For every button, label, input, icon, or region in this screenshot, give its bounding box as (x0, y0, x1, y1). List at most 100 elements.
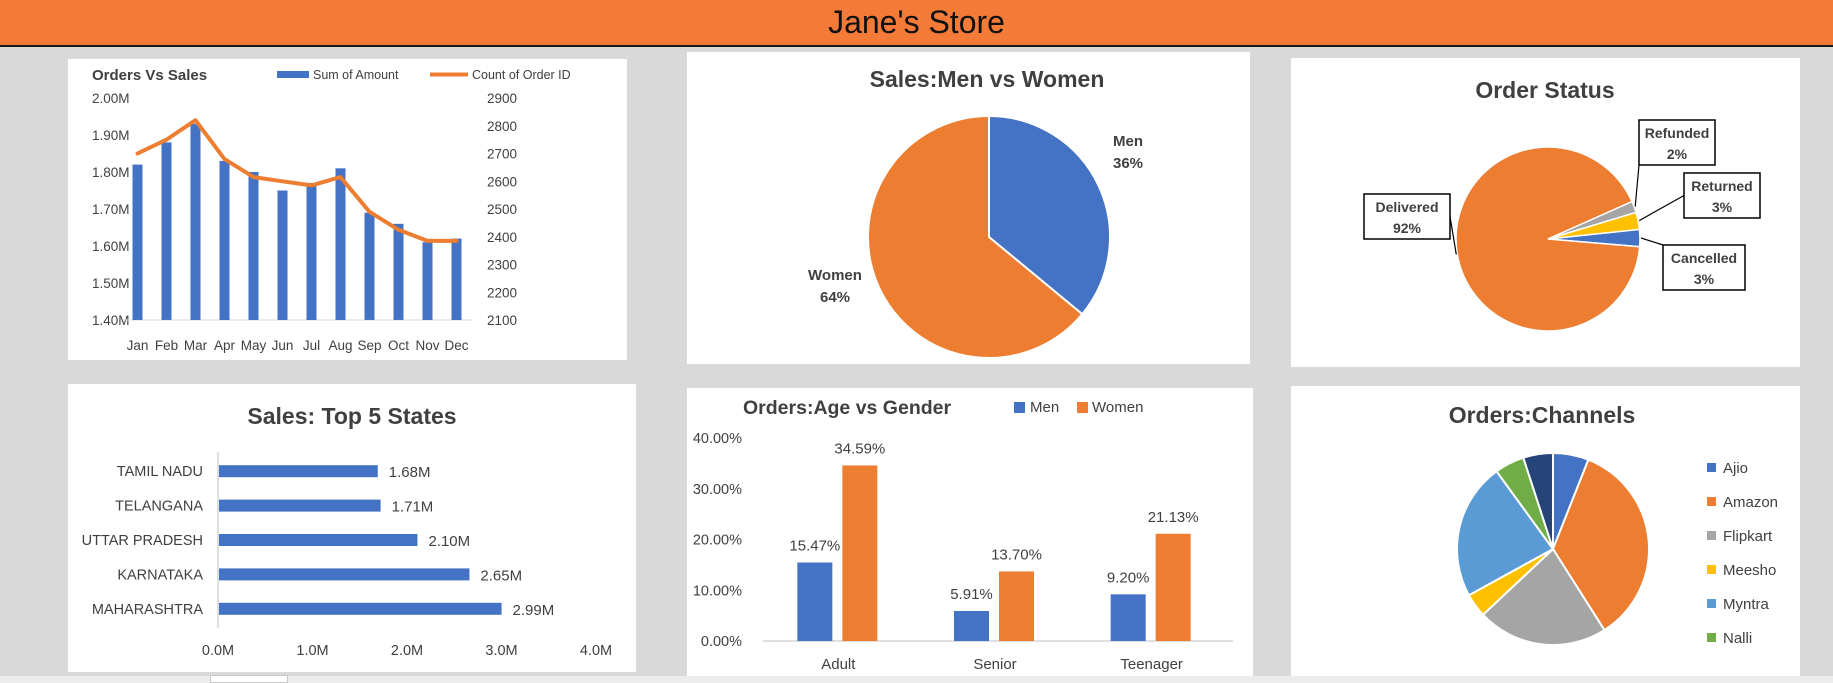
bar-sum-of-amount (364, 212, 375, 320)
sales-men-women-chart: Sales:Men vs Women Men 36% Women 64% (687, 52, 1250, 364)
y-right-tick-label: 2600 (487, 174, 517, 189)
bar-sum-of-amount (190, 123, 201, 321)
data-label-name-cancelled: Cancelled (1671, 250, 1737, 266)
y-left-tick-label: 1.60M (92, 239, 130, 254)
bar-sum-of-amount (451, 238, 462, 320)
x-tick-label: Dec (444, 338, 468, 353)
y-left-tick-label: 1.80M (92, 165, 130, 180)
x-tick-label: 4.0M (580, 643, 612, 659)
age-vs-gender-svg: Orders:Age vs Gender Men Women 0.00% 10.00% 2… (693, 397, 1233, 673)
bar-state-sales (219, 534, 418, 546)
chart-title: Orders Vs Sales (92, 67, 207, 84)
callout-box-delivered (1363, 193, 1451, 240)
line-count-of-order-id (135, 118, 459, 243)
y-tick-label: 0.00% (701, 634, 742, 650)
y-right-tick-label: 2900 (487, 91, 517, 106)
top5-states-svg: Sales: Top 5 States TAMIL NADU 1.68M TELANG… (82, 403, 613, 659)
legend-label-ajio: Ajio (1723, 460, 1748, 477)
y-right-tick-label: 2100 (487, 313, 517, 328)
x-tick-label: Aug (328, 338, 352, 353)
callout-leader-refunded (1634, 164, 1640, 207)
y-left-tick-label: 1.40M (92, 313, 130, 328)
bar-men (954, 611, 989, 641)
legend-swatch-flipkart (1707, 531, 1716, 540)
legend-label-flipkart: Flipkart (1723, 528, 1773, 545)
bar-sum-of-amount (306, 183, 317, 320)
callout-box-refunded (1638, 119, 1716, 166)
pie-slice-myntra (1455, 469, 1555, 597)
bar-state-sales (219, 602, 502, 615)
bar-women (842, 465, 878, 641)
bar-women (1155, 533, 1191, 641)
legend-label-men: Men (1030, 399, 1059, 416)
y-right-tick-label: 2700 (487, 147, 517, 162)
legend-swatch-men (1014, 402, 1025, 413)
data-label-value-men: 36% (1113, 155, 1143, 172)
bar-sum-of-amount (161, 142, 172, 320)
pie-slice-delivered (1455, 146, 1641, 332)
pie-slice-men (988, 114, 1111, 316)
y-tick-label: KARNATAKA (117, 567, 203, 583)
data-label-state-sales: 2.65M (480, 567, 522, 584)
bar-state-sales (219, 465, 378, 478)
legend-swatch-women (1077, 402, 1088, 413)
x-tick-label: May (241, 338, 267, 353)
bar-sum-of-amount (132, 164, 143, 320)
data-label-value-returned: 3% (1712, 199, 1733, 215)
legend-label-amazon: Amazon (1723, 494, 1778, 511)
callout-leader-cancelled (1640, 237, 1664, 246)
chart-title: Orders:Channels (1449, 402, 1636, 428)
bar-sum-of-amount (248, 172, 259, 320)
sheet-tab-strip (0, 676, 1833, 683)
bar-men (797, 562, 833, 641)
x-tick-label: Oct (388, 338, 409, 353)
data-label-value-women: 64% (820, 289, 850, 306)
sheet-tab[interactable] (210, 675, 288, 683)
orders-channels-svg: Orders:Channels Ajio Amazon Flipkart Meesho M… (1449, 402, 1778, 647)
legend-swatch-sum-of-amount (277, 71, 309, 78)
callout-leader-returned (1638, 194, 1685, 222)
y-tick-label: 20.00% (693, 533, 742, 549)
orders-channels-chart: Orders:Channels Ajio Amazon Flipkart Meesho M… (1291, 386, 1800, 676)
x-tick-label: Senior (973, 656, 1016, 673)
y-left-tick-label: 1.50M (92, 276, 130, 291)
dashboard-header: Jane's Store (0, 0, 1833, 47)
y-right-tick-label: 2400 (487, 230, 517, 245)
age-vs-gender-chart: Orders:Age vs Gender Men Women 0.00% 10.00% 2… (687, 388, 1253, 678)
pie-slice-amazon (1551, 458, 1651, 632)
bar-sum-of-amount (422, 242, 433, 320)
data-label-value-refunded: 2% (1667, 146, 1688, 162)
chart-title: Sales:Men vs Women (870, 66, 1105, 92)
pie-slice-flipkart (1481, 547, 1606, 647)
bar-women (999, 571, 1034, 641)
y-tick-label: TAMIL NADU (117, 464, 203, 480)
y-right-tick-label: 2300 (487, 258, 517, 273)
data-label-women: 21.13% (1148, 509, 1199, 526)
order-status-svg: Order Status Cancelled 3% Delivered 92% Refun… (1363, 77, 1761, 332)
data-label-men: 9.20% (1107, 569, 1150, 586)
legend-label-meesho: Meesho (1723, 562, 1776, 579)
x-tick-label: 0.0M (202, 643, 234, 659)
x-tick-label: 3.0M (485, 643, 517, 659)
x-tick-label: Jul (303, 338, 320, 353)
x-tick-label: Jan (127, 338, 149, 353)
y-right-tick-label: 2500 (487, 202, 517, 217)
legend-label-count-of-order-id: Count of Order ID (472, 68, 571, 82)
legend-swatch-nalli (1707, 633, 1716, 642)
callout-box-returned (1683, 172, 1761, 219)
legend-swatch-ajio (1707, 463, 1716, 472)
bar-sum-of-amount (219, 160, 230, 320)
data-label-state-sales: 1.71M (392, 499, 434, 516)
chart-title: Order Status (1475, 77, 1614, 103)
y-tick-label: 30.00% (693, 482, 742, 498)
legend-label-nalli: Nalli (1723, 630, 1752, 647)
data-label-women: 13.70% (991, 546, 1042, 563)
y-tick-label: TELANGANA (115, 499, 203, 515)
y-left-tick-label: 1.70M (92, 202, 130, 217)
legend-swatch-myntra (1707, 599, 1716, 608)
data-label-men: 15.47% (789, 537, 840, 554)
legend-label-myntra: Myntra (1723, 596, 1770, 613)
data-label-state-sales: 2.10M (428, 533, 470, 550)
y-right-tick-label: 2800 (487, 119, 517, 134)
callout-box-cancelled (1662, 244, 1746, 291)
